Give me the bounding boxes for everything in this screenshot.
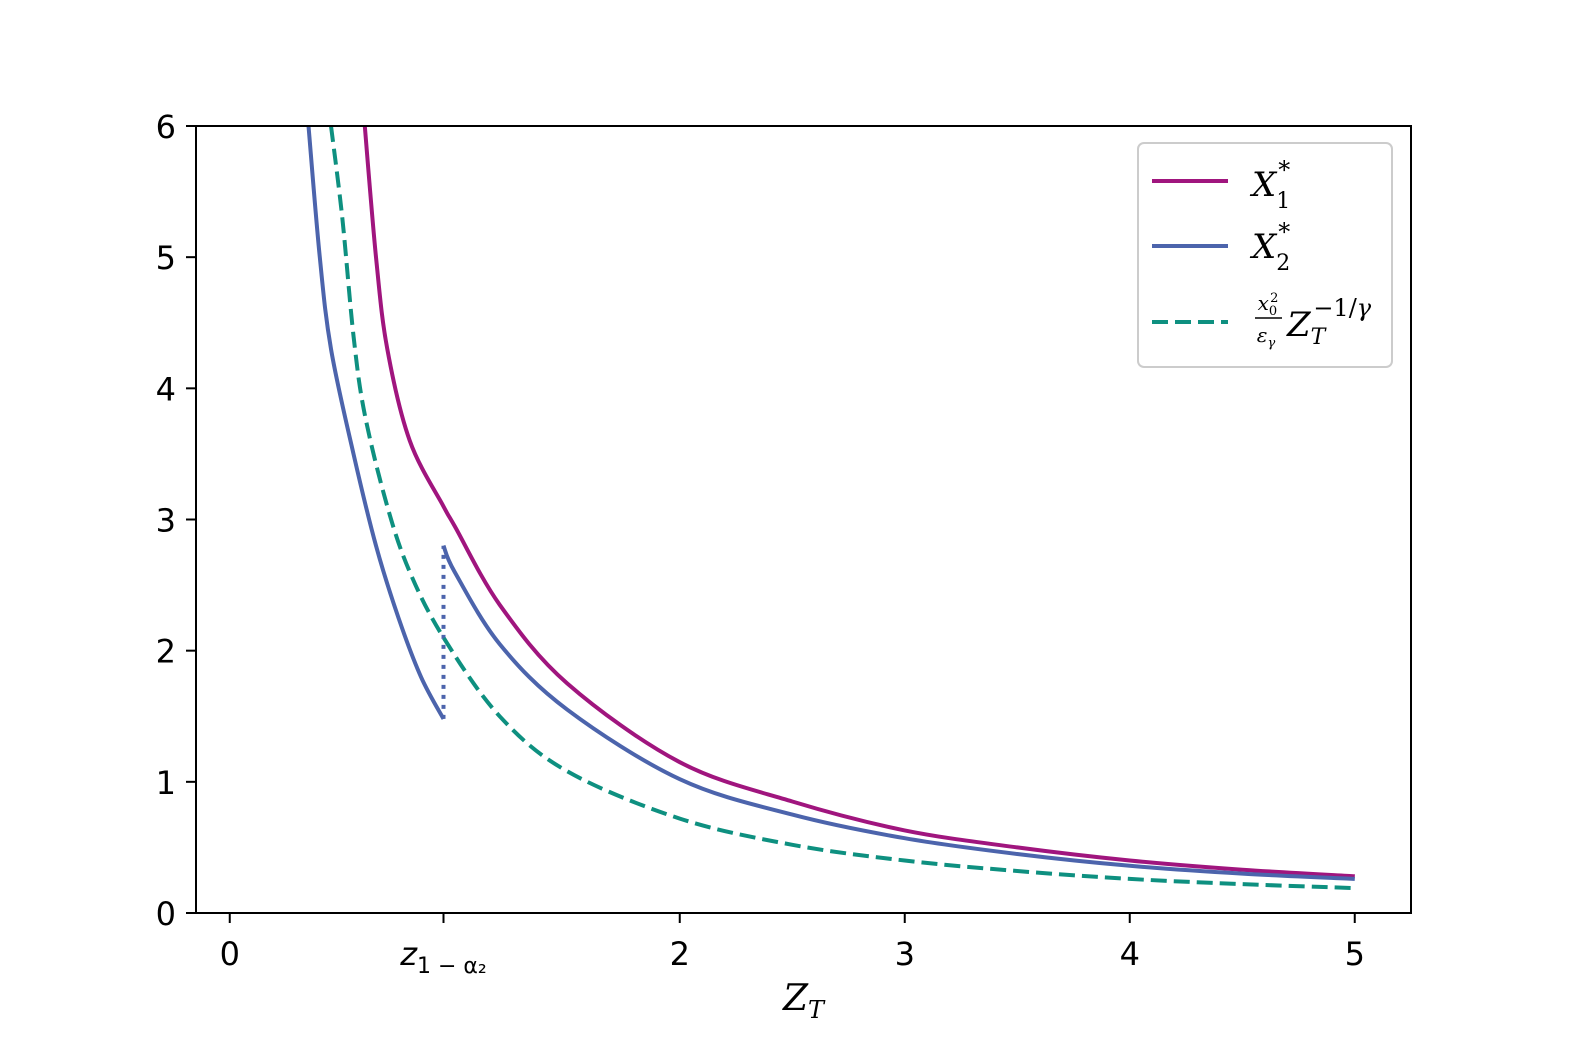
legend-label-2: X2* <box>1249 218 1290 276</box>
series-1-line <box>362 126 1355 879</box>
legend-box <box>1137 142 1393 368</box>
x-axis-label: ZT <box>782 978 826 1024</box>
x-tick-label: z1 − α₂ <box>399 935 487 979</box>
y-tick-label: 1 <box>156 764 176 802</box>
plot-area <box>306 126 1355 891</box>
x-tick-label: 4 <box>1120 935 1140 973</box>
axis-ticks: 0 z1 − α₂ 2 3 4 5 0 1 2 3 4 5 6 <box>156 108 1365 979</box>
series-2-line-segment-1 <box>306 126 446 720</box>
series-2-line-segment-2 <box>441 544 1355 881</box>
svg-text:x02: x02 <box>1258 291 1279 319</box>
x-tick-label: 0 <box>220 935 240 973</box>
x-tick-label: 5 <box>1345 935 1365 973</box>
y-tick-label: 0 <box>156 895 176 933</box>
legend-label-1: X1* <box>1249 156 1290 214</box>
series-3-line <box>329 126 1355 891</box>
x-tick-label: 3 <box>895 935 915 973</box>
y-tick-label: 4 <box>156 370 176 408</box>
y-tick-label: 3 <box>156 502 176 540</box>
y-tick-label: 2 <box>156 633 176 671</box>
x-tick-label: 2 <box>670 935 690 973</box>
y-tick-label: 5 <box>156 239 176 277</box>
y-tick-label: 6 <box>156 108 176 146</box>
